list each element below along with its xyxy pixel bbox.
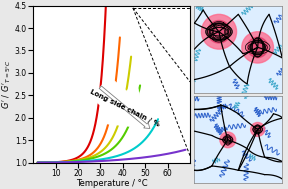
Circle shape [201, 14, 236, 49]
Circle shape [251, 122, 265, 136]
Circle shape [223, 135, 233, 145]
Y-axis label: $G'$ / $G'_{T=5°C}$: $G'$ / $G'_{T=5°C}$ [1, 59, 13, 109]
Circle shape [253, 125, 262, 134]
Circle shape [208, 20, 230, 43]
Circle shape [242, 32, 274, 63]
X-axis label: Temperature / °C: Temperature / °C [76, 179, 147, 188]
Circle shape [247, 37, 268, 58]
Text: Long side chain / %: Long side chain / % [89, 88, 161, 127]
Circle shape [220, 132, 236, 148]
